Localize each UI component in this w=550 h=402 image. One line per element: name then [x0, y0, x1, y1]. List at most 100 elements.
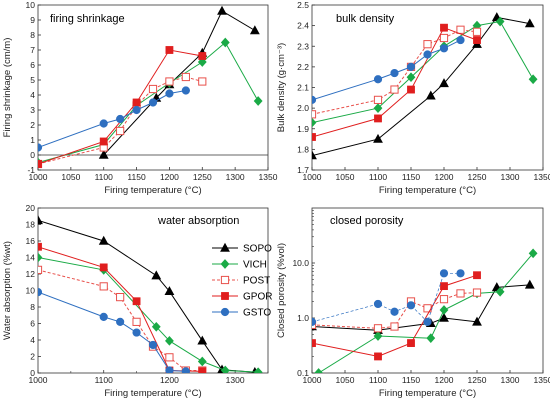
y-tick-label: 10 — [26, 286, 36, 296]
data-point-sopo — [151, 270, 162, 280]
y-tick-label: 5 — [30, 75, 35, 85]
data-point-sopo — [524, 279, 535, 289]
data-point-gpor — [440, 282, 448, 291]
data-point-gsto — [38, 143, 43, 152]
data-point-post — [472, 27, 482, 36]
data-point-gpor — [440, 23, 448, 32]
x-axis-label: Firing temperature (°C) — [104, 185, 201, 196]
y-tick-label: 2.0 — [297, 103, 309, 113]
x-tick-label: 1100 — [95, 172, 114, 182]
legend-item-sopo: SOPO — [212, 242, 272, 255]
data-point-sopo — [439, 78, 449, 88]
x-tick-label: 1250 — [468, 375, 487, 385]
series-vich — [314, 248, 538, 373]
data-point-gsto — [132, 105, 141, 115]
data-point-gpor — [99, 137, 108, 146]
series-gpor — [312, 23, 481, 141]
data-point-vich — [220, 37, 230, 48]
data-point-sopo — [217, 5, 227, 15]
data-point-vich — [312, 117, 317, 128]
data-point-post — [165, 77, 174, 86]
data-point-post — [312, 110, 317, 119]
y-tick-label: 8 — [30, 30, 35, 40]
data-point-post — [198, 77, 207, 86]
data-point-gsto — [423, 317, 432, 326]
y-tick-label: 6 — [30, 60, 35, 70]
data-point-sopo — [98, 235, 109, 245]
series-line-gsto — [312, 272, 461, 323]
series-gpor — [312, 271, 481, 361]
data-point-gsto — [373, 299, 383, 309]
x-tick-label: 1300 — [226, 172, 245, 182]
data-point-sopo — [425, 90, 436, 100]
y-axis-label: Water absorption (%wt) — [2, 241, 13, 340]
x-tick-label: 1300 — [501, 375, 520, 385]
x-tick-label: 1200 — [435, 172, 454, 182]
data-point-gsto — [456, 35, 465, 45]
data-point-gsto — [456, 269, 465, 278]
data-point-vich — [426, 333, 436, 344]
y-tick-label: 1.7 — [297, 165, 309, 175]
data-point-gpor — [312, 133, 316, 141]
data-point-vich — [439, 305, 449, 315]
x-axis-label: Firing temperature (°C) — [379, 185, 476, 196]
chart-panel-4: 0.1 1.0 10.0 1000 1050 1100 1150 1200 1250 1300 13… — [276, 207, 550, 399]
data-point-gpor — [374, 352, 382, 361]
data-point-gsto — [406, 62, 416, 71]
data-point-vich — [253, 96, 263, 106]
series-gpor — [38, 242, 207, 373]
data-point-gpor — [198, 52, 207, 60]
x-tick-label: 1250 — [468, 172, 487, 182]
data-point-gsto — [423, 50, 432, 59]
data-point-gpor — [38, 160, 42, 168]
data-point-post — [456, 289, 465, 298]
data-point-gpor — [165, 46, 174, 54]
legend-marker — [221, 292, 229, 300]
series-line-vich — [38, 41, 259, 163]
legend-item-post: POST — [212, 276, 270, 287]
data-point-gsto — [99, 119, 108, 128]
data-point-vich — [406, 72, 416, 83]
data-point-gpor — [473, 271, 481, 280]
legend-item-gsto: GSTO — [212, 308, 271, 319]
data-point-gsto — [148, 340, 158, 350]
y-tick-label: 1 — [30, 135, 35, 145]
data-point-gsto — [165, 89, 174, 98]
data-point-sopo — [312, 150, 317, 160]
y-tick-label: 1.8 — [297, 144, 309, 154]
legend-marker — [220, 242, 230, 252]
x-tick-label: 1100 — [369, 375, 388, 385]
data-point-post — [439, 33, 449, 43]
y-tick-label: 2.3 — [297, 41, 309, 51]
x-tick-label: 1200 — [160, 375, 179, 385]
data-point-gpor — [312, 339, 316, 347]
plot-frame — [311, 207, 544, 374]
chart-title: closed porosity — [330, 215, 404, 227]
data-point-sopo — [164, 286, 175, 296]
y-tick-label: 8 — [30, 302, 35, 312]
data-point-gsto — [312, 95, 317, 104]
legend-label: GPOR — [243, 292, 272, 303]
x-tick-label: 1100 — [369, 172, 388, 182]
series-gsto — [312, 269, 465, 326]
data-point-gpor — [198, 367, 207, 373]
x-tick-label: 1000 — [303, 172, 322, 182]
legend-label: GSTO — [243, 308, 271, 319]
x-tick-label: 1350 — [259, 172, 278, 182]
data-point-sopo — [197, 335, 208, 345]
series-gsto — [38, 288, 190, 373]
data-point-gpor — [473, 36, 481, 44]
y-tick-label: 2.2 — [297, 62, 309, 72]
data-point-sopo — [472, 316, 482, 326]
data-point-vich — [495, 16, 505, 27]
data-point-gsto — [439, 269, 449, 278]
data-point-gpor — [374, 114, 382, 123]
data-point-vich — [38, 252, 43, 263]
data-point-sopo — [373, 133, 383, 143]
data-point-gsto — [99, 312, 108, 322]
data-point-gsto — [181, 86, 190, 95]
data-point-post — [373, 95, 383, 104]
y-tick-label: 2.1 — [297, 83, 309, 93]
chart-panel-3: 0 2 4 6 8 10 12 14 16 18 20 1000 1100 1200 1300 Firing … — [2, 203, 269, 399]
x-tick-label: 1200 — [160, 172, 179, 182]
